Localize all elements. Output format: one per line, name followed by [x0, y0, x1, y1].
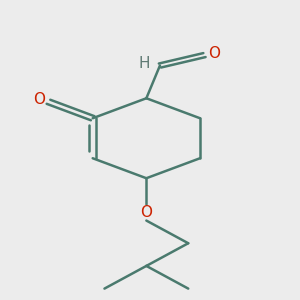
Text: H: H: [138, 56, 150, 71]
Text: O: O: [208, 46, 220, 61]
Text: O: O: [140, 205, 152, 220]
Text: O: O: [33, 92, 45, 107]
